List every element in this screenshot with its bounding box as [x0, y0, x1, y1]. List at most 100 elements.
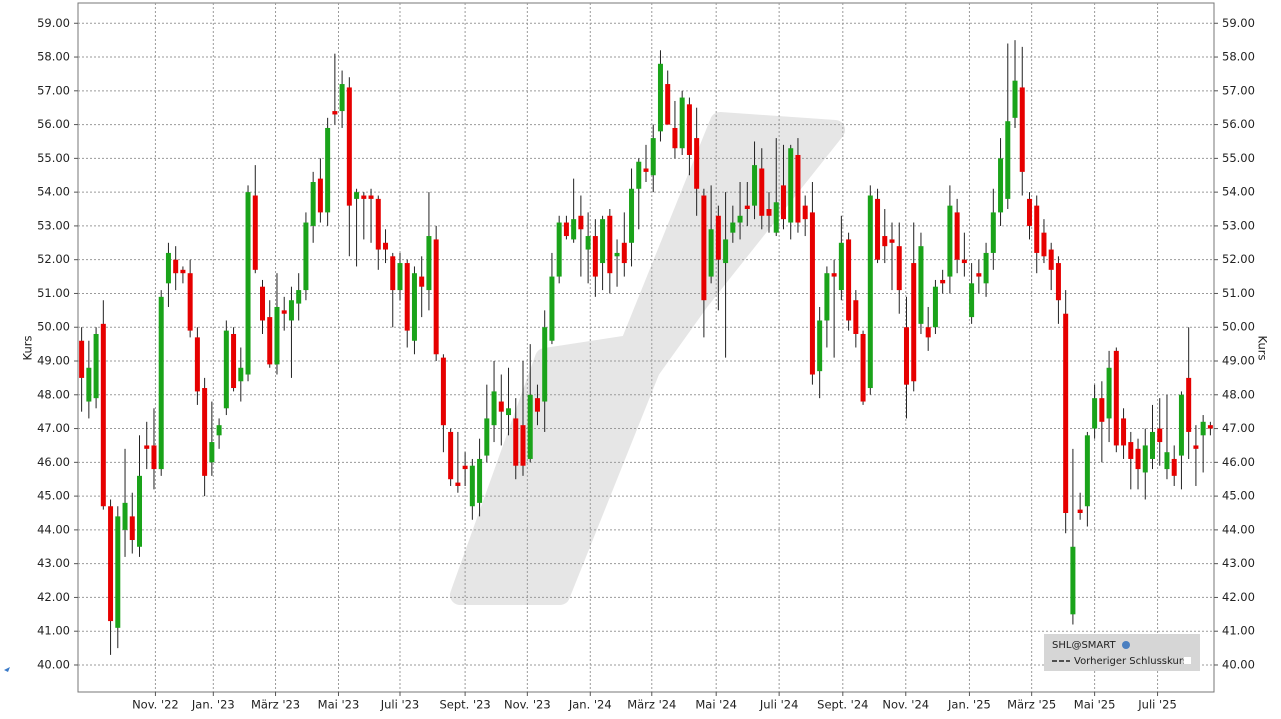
- candle-body: [281, 310, 287, 314]
- candle-body: [867, 195, 873, 389]
- candle-body: [1048, 249, 1054, 270]
- x-tick-label: März '25: [1007, 698, 1056, 712]
- y2-tick-label: 48.00: [1222, 387, 1255, 401]
- candle-body: [151, 445, 157, 470]
- candle-body: [759, 168, 765, 216]
- candle-body: [513, 418, 519, 466]
- x-tick-label: März '24: [627, 698, 676, 712]
- candle-body: [1026, 198, 1032, 226]
- candle-body: [274, 306, 280, 365]
- y2-tick-label: 52.00: [1222, 252, 1255, 266]
- y2-tick-label: 58.00: [1222, 50, 1255, 64]
- candle-body: [527, 394, 533, 459]
- candle-body: [773, 202, 779, 233]
- candle-body: [296, 290, 302, 304]
- y2-tick-label: 40.00: [1222, 657, 1255, 671]
- y-axis-title: Kurs: [21, 336, 35, 361]
- y2-tick-label: 54.00: [1222, 185, 1255, 199]
- candle-body: [462, 465, 468, 470]
- candle-body: [1149, 431, 1155, 459]
- candle-body: [1128, 442, 1134, 459]
- candle-body: [1193, 445, 1199, 449]
- y2-tick-label: 45.00: [1222, 489, 1255, 503]
- candle-body: [122, 502, 128, 530]
- candle-body: [752, 165, 758, 206]
- candle-body: [1012, 80, 1018, 118]
- candle-body: [86, 367, 92, 402]
- y-tick-label: 52.00: [37, 252, 70, 266]
- candle-body: [983, 252, 989, 284]
- candle-body: [325, 127, 331, 213]
- y-tick-label: 47.00: [37, 421, 70, 435]
- x-tick-label: Nov. '24: [882, 698, 929, 712]
- y-tick-label: 58.00: [37, 50, 70, 64]
- candle-body: [585, 236, 591, 250]
- candle-body: [1186, 377, 1192, 432]
- candle-body: [144, 445, 150, 449]
- candle-body: [173, 259, 179, 274]
- candle-body: [361, 195, 367, 199]
- candle-body: [108, 506, 114, 622]
- candle-body: [375, 198, 381, 250]
- candle-body: [686, 104, 692, 155]
- candle-body: [455, 482, 461, 486]
- candle-body: [194, 337, 200, 392]
- y-tick-label: 48.00: [37, 387, 70, 401]
- candle-body: [571, 219, 577, 240]
- candle-body: [93, 333, 99, 399]
- candle-body: [165, 252, 171, 284]
- candle-body: [288, 300, 294, 321]
- candle-body: [1207, 425, 1213, 429]
- y2-tick-label: 44.00: [1222, 522, 1255, 536]
- candle-body: [795, 154, 801, 223]
- candle-body: [896, 246, 902, 291]
- candle-body: [954, 212, 960, 260]
- candle-body: [346, 87, 352, 206]
- candle-body: [137, 475, 143, 547]
- candles: [79, 40, 1213, 655]
- y2-axis-title: Kurs: [1256, 336, 1270, 361]
- candle-body: [1113, 350, 1119, 446]
- candle-body: [947, 205, 953, 277]
- candle-body: [303, 222, 309, 291]
- candle-body: [202, 388, 208, 476]
- candle-body: [383, 242, 389, 250]
- candle-body: [129, 516, 135, 541]
- candle-body: [534, 398, 540, 412]
- candle-body: [245, 192, 251, 375]
- candle-body: [990, 212, 996, 253]
- candle-body: [860, 333, 866, 402]
- candle-body: [824, 273, 830, 321]
- candle-body: [1034, 205, 1040, 253]
- candle-body: [1157, 428, 1163, 443]
- y-tick-label: 40.00: [37, 657, 70, 671]
- candle-body: [158, 296, 164, 470]
- candle-body: [100, 323, 106, 507]
- candle-body: [657, 63, 663, 132]
- y-tick-label: 57.00: [37, 83, 70, 97]
- candle-body: [817, 320, 823, 372]
- y2-tick-label: 55.00: [1222, 151, 1255, 165]
- candle-body: [969, 283, 975, 318]
- y2-tick-label: 47.00: [1222, 421, 1255, 435]
- candle-body: [419, 276, 425, 287]
- x-tick-label: Juli '24: [759, 698, 799, 712]
- candle-body: [556, 222, 562, 277]
- candle-body: [1142, 445, 1148, 473]
- candle-body: [1121, 418, 1127, 446]
- candle-body: [744, 205, 750, 210]
- candle-body: [1063, 313, 1069, 513]
- candle-body: [187, 273, 193, 331]
- x-tick-label: Juli '25: [1137, 698, 1177, 712]
- y2-tick-label: 59.00: [1222, 16, 1255, 30]
- candle-body: [846, 239, 852, 321]
- candle-body: [592, 236, 598, 277]
- candle-body: [1099, 398, 1105, 422]
- candle-body: [491, 391, 497, 426]
- y-tick-label: 56.00: [37, 117, 70, 131]
- candle-body: [368, 195, 374, 199]
- candle-body: [477, 458, 483, 503]
- candle-body: [853, 300, 859, 334]
